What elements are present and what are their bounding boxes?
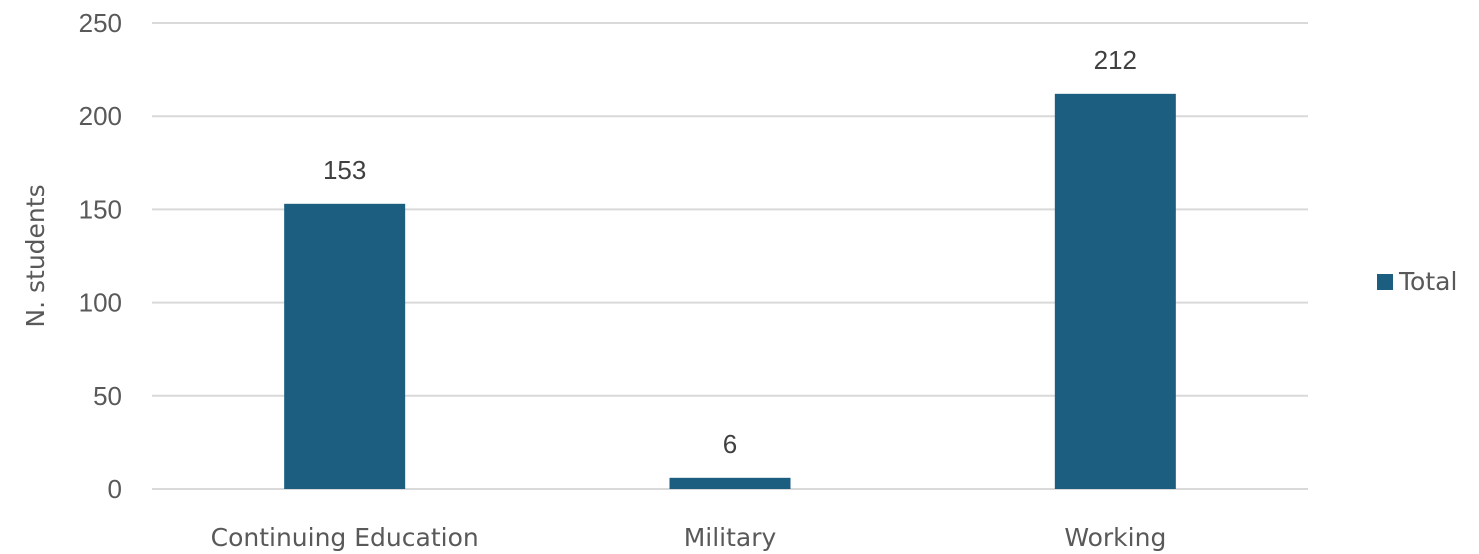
y-tick-label: 50 [93,381,122,411]
y-tick-label: 0 [108,474,122,504]
y-tick-label: 250 [79,8,122,38]
legend-swatch-total [1377,274,1393,290]
data-label: 212 [1094,45,1137,75]
y-tick-label: 200 [79,101,122,131]
bar-working[interactable] [1054,93,1176,489]
data-label: 153 [323,155,366,185]
y-axis-title: N. students [21,184,50,327]
legend-label-total: Total [1398,267,1457,296]
data-label: 6 [723,429,737,459]
bar-military[interactable] [669,477,791,489]
y-tick-label: 150 [79,194,122,224]
legend[interactable]: Total [1377,267,1457,296]
x-category-label: Continuing Education [211,523,479,552]
x-category-label: Working [1064,523,1166,552]
x-category-label: Military [684,523,777,552]
bar-continuing-education[interactable] [284,203,406,490]
data-labels: 153 6 212 [323,45,1137,459]
y-tick-label: 100 [79,288,122,318]
y-axis-ticks: 0 50 100 150 200 250 [79,8,122,504]
x-axis-categories: Continuing Education Military Working [211,523,1167,552]
bars [284,93,1176,490]
